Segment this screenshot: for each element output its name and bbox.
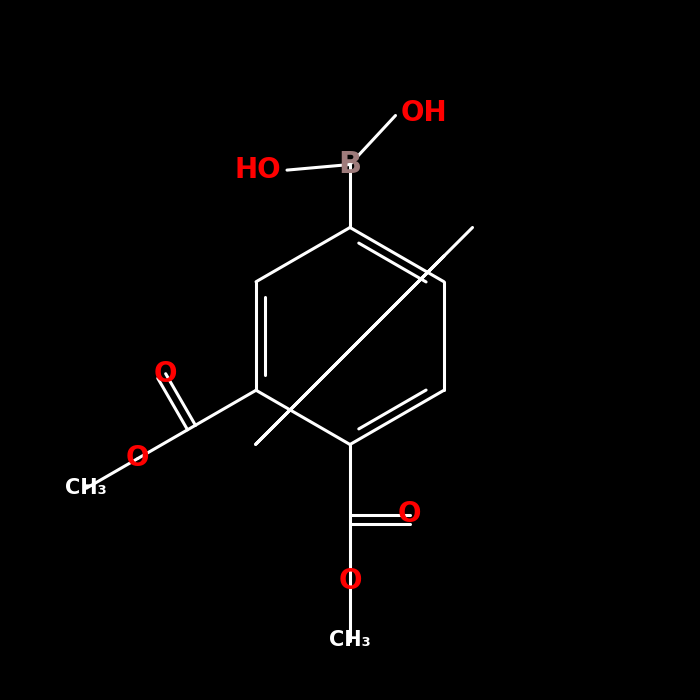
Text: HO: HO [234,156,281,184]
Text: O: O [398,500,421,528]
Text: O: O [126,444,150,472]
Text: B: B [338,150,362,179]
Text: CH₃: CH₃ [329,631,371,650]
Text: O: O [154,360,177,388]
Text: CH₃: CH₃ [65,478,107,498]
Text: O: O [338,567,362,595]
Text: OH: OH [401,99,448,127]
